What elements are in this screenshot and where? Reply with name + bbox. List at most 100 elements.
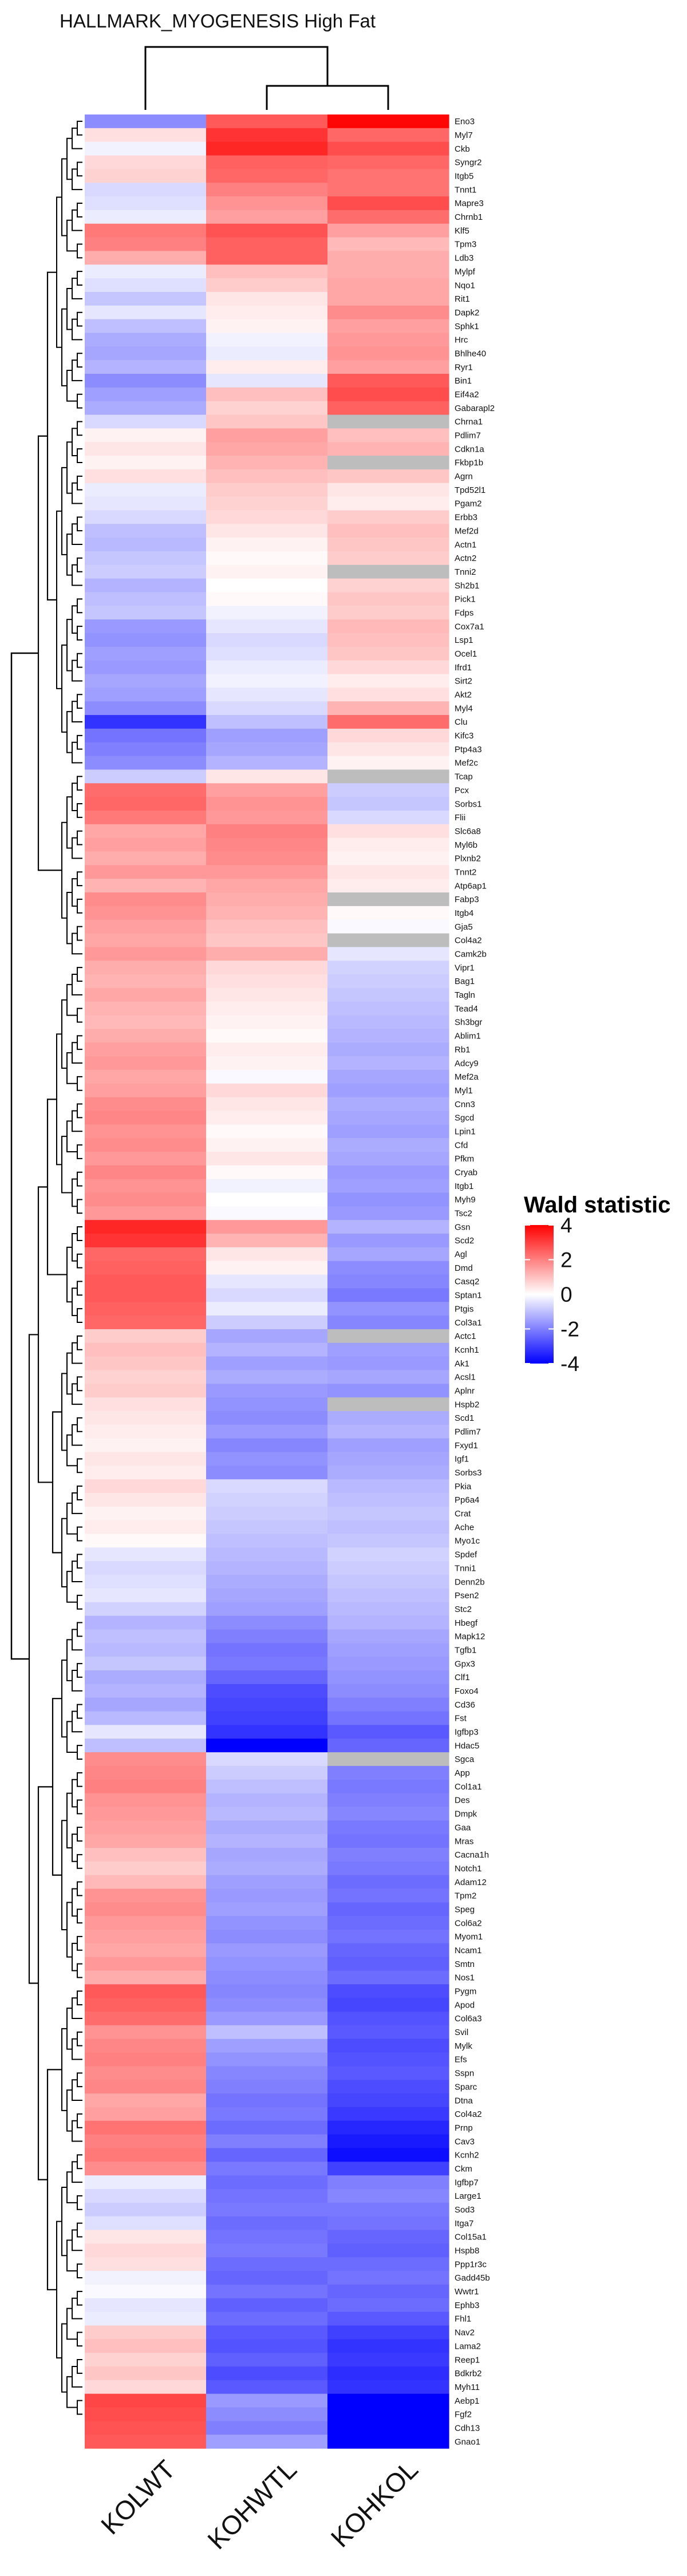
row-dendrogram-branch xyxy=(77,776,82,791)
row-label: Igfbp3 xyxy=(455,1728,479,1737)
row-label: Mapk12 xyxy=(455,1632,485,1642)
row-dendrogram-branch xyxy=(61,2187,67,2257)
heatmap-cell xyxy=(327,128,449,143)
heatmap-cell xyxy=(85,2435,207,2449)
row-label: Ocel1 xyxy=(455,649,477,659)
row-dendrogram-branch xyxy=(77,353,82,368)
row-label: Fxyd1 xyxy=(455,1441,478,1451)
row-dendrogram-branch xyxy=(77,898,82,914)
heatmap-cell xyxy=(85,1793,207,1808)
heatmap-cell xyxy=(206,783,328,797)
row-dendrogram-branch xyxy=(77,1554,82,1569)
heatmap-cell xyxy=(327,1411,449,1425)
heatmap-cell xyxy=(206,2052,328,2067)
row-label: Casq2 xyxy=(455,1277,479,1287)
row-label: Actn2 xyxy=(455,554,476,563)
heatmap-cell xyxy=(206,2312,328,2326)
column-dendrogram xyxy=(144,46,389,110)
heatmap-cell xyxy=(85,1069,207,1084)
row-label: Ablim1 xyxy=(455,1032,481,1041)
row-label: Adam12 xyxy=(455,1878,487,1887)
heatmap-cell xyxy=(85,483,207,497)
heatmap-cell xyxy=(327,1097,449,1112)
heatmap-cells xyxy=(85,114,449,2449)
heatmap-cell xyxy=(327,2271,449,2285)
row-label: Crat xyxy=(455,1509,471,1519)
heatmap-cell xyxy=(327,1793,449,1808)
row-label: Dtna xyxy=(455,2096,473,2105)
heatmap-cell xyxy=(206,264,328,279)
heatmap-cell xyxy=(85,1943,207,1958)
heatmap-cell xyxy=(206,2093,328,2108)
row-dendrogram-branch xyxy=(66,534,72,576)
heatmap-cell xyxy=(327,1342,449,1357)
heatmap-cell xyxy=(85,797,207,811)
heatmap-cell xyxy=(327,1247,449,1262)
row-label: Erbb3 xyxy=(455,513,477,523)
row-label: Mylpf xyxy=(455,267,476,276)
row-dendrogram-branch xyxy=(61,1820,67,1930)
heatmap-cell xyxy=(327,1370,449,1384)
heatmap-cell xyxy=(206,1957,328,1971)
heatmap-cell xyxy=(85,196,207,211)
heatmap-cell xyxy=(206,2243,328,2258)
heatmap-cell xyxy=(85,1520,207,1535)
heatmap-cell xyxy=(85,824,207,839)
row-label: Myh9 xyxy=(455,1195,476,1205)
heatmap-cell xyxy=(206,797,328,811)
heatmap-cell xyxy=(206,2120,328,2135)
row-label: Hspb8 xyxy=(455,2246,479,2256)
row-label: Col4a2 xyxy=(455,936,482,946)
heatmap-cell xyxy=(327,196,449,211)
heatmap-cell xyxy=(327,141,449,156)
heatmap-cell xyxy=(327,1684,449,1698)
legend-title: Wald statistic xyxy=(524,1192,670,1218)
heatmap-cell xyxy=(206,1042,328,1057)
heatmap-cell xyxy=(85,701,207,716)
heatmap-cell xyxy=(206,155,328,169)
row-label: Ephb3 xyxy=(455,2301,479,2310)
row-dendrogram-branch xyxy=(66,1792,72,1848)
heatmap-cell xyxy=(206,1520,328,1535)
row-label: Flii xyxy=(455,813,465,823)
heatmap-cell xyxy=(206,2189,328,2203)
heatmap-cell xyxy=(327,401,449,416)
row-label: Itgb1 xyxy=(455,1182,473,1191)
heatmap-cell xyxy=(85,1247,207,1262)
row-label: Col6a2 xyxy=(455,1918,482,1928)
column-label: KOHKOL xyxy=(325,2454,424,2553)
row-label: Ak1 xyxy=(455,1359,469,1369)
heatmap-cell xyxy=(85,2216,207,2231)
heatmap-cell xyxy=(206,810,328,825)
row-label: Lpin1 xyxy=(455,1127,476,1136)
heatmap-cell xyxy=(206,510,328,524)
row-dendrogram-branch xyxy=(77,2222,82,2238)
heatmap-cell xyxy=(327,551,449,566)
row-dendrogram-branch xyxy=(52,1411,62,1554)
heatmap-cell xyxy=(327,1179,449,1194)
heatmap-cell xyxy=(206,1274,328,1289)
heatmap-cell xyxy=(206,1629,328,1643)
heatmap-cell xyxy=(327,1725,449,1739)
heatmap-cell xyxy=(85,933,207,947)
heatmap-cell xyxy=(327,155,449,169)
heatmap-cell xyxy=(327,715,449,729)
heatmap-cell xyxy=(85,1111,207,1125)
heatmap-cell xyxy=(85,837,207,852)
heatmap-cell xyxy=(206,128,328,143)
row-label: Sirt2 xyxy=(455,677,472,686)
row-label: Tpm3 xyxy=(455,240,476,250)
heatmap-cell xyxy=(327,1998,449,2012)
heatmap-cell xyxy=(327,1234,449,1248)
heatmap-cell xyxy=(206,1930,328,1944)
heatmap-cell xyxy=(327,1261,449,1275)
row-dendrogram-branch xyxy=(66,2008,72,2050)
row-label: Rit1 xyxy=(455,294,470,304)
heatmap-cell xyxy=(85,1615,207,1630)
heatmap-cell xyxy=(206,1152,328,1166)
heatmap-cell xyxy=(206,1302,328,1316)
heatmap-cell xyxy=(206,837,328,852)
heatmap-cell xyxy=(85,305,207,320)
heatmap-cell xyxy=(85,2134,207,2149)
